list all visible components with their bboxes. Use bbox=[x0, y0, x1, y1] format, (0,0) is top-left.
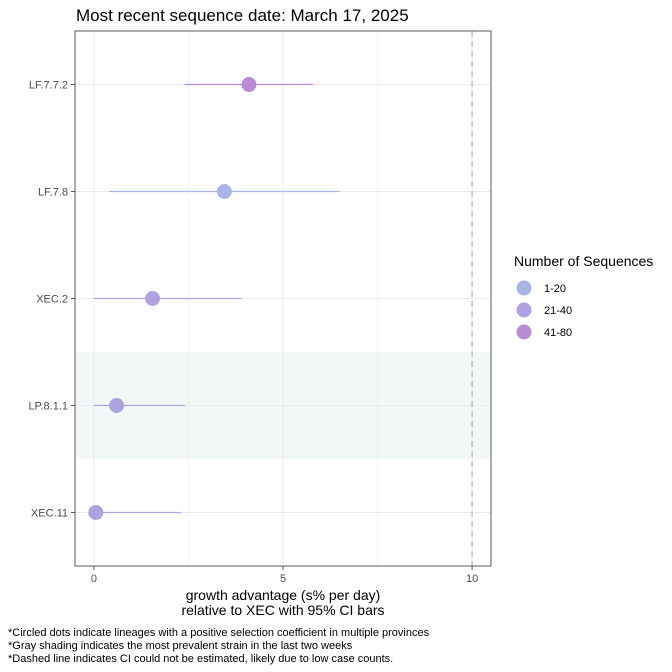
data-point bbox=[109, 398, 125, 413]
x-tick-label: 10 bbox=[466, 573, 478, 585]
data-point bbox=[88, 505, 104, 520]
legend-title: Number of Sequences bbox=[514, 253, 653, 269]
legend-label: 21-40 bbox=[544, 305, 572, 317]
legend-label: 1-20 bbox=[544, 283, 566, 295]
legend-swatch bbox=[516, 302, 532, 318]
footnote-3: *Dashed line indicates CI could not be e… bbox=[8, 653, 393, 665]
legend-label: 41-80 bbox=[544, 327, 572, 339]
legend-swatch bbox=[516, 280, 532, 296]
legend-swatch bbox=[516, 324, 532, 340]
data-point bbox=[241, 77, 257, 92]
y-tick-label: LF.7.7.2 bbox=[29, 80, 68, 92]
footnote-2: *Gray shading indicates the most prevale… bbox=[8, 640, 353, 652]
footnote-1: *Circled dots indicate lineages with a p… bbox=[8, 627, 430, 639]
y-tick-label: LP.8.1.1 bbox=[28, 401, 68, 413]
data-point bbox=[145, 291, 161, 306]
legend: Number of Sequences 1-20 21-40 41-80 bbox=[514, 253, 653, 340]
x-tick-label: 5 bbox=[280, 573, 286, 585]
y-tick-label: XEC.11 bbox=[31, 508, 68, 520]
chart-title: Most recent sequence date: March 17, 202… bbox=[76, 6, 409, 25]
x-tick-label: 0 bbox=[91, 573, 97, 585]
y-tick-label: XEC.2 bbox=[36, 294, 68, 306]
x-axis-title-line2: relative to XEC with 95% CI bars bbox=[181, 602, 384, 618]
plot-panel bbox=[74, 30, 492, 567]
y-tick-label: LF.7.8 bbox=[38, 187, 68, 199]
data-point bbox=[216, 184, 232, 199]
x-axis-title-line1: growth advantage (s% per day) bbox=[186, 587, 381, 603]
